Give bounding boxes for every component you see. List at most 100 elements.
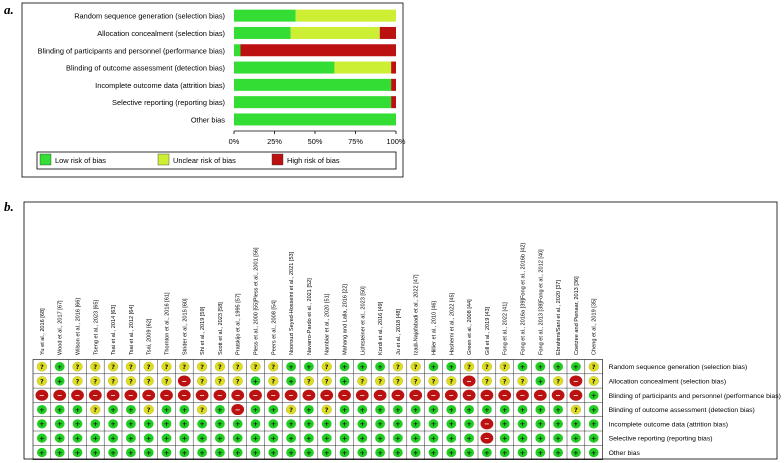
rating-high	[302, 389, 316, 401]
rating-high	[249, 389, 262, 401]
rating-high	[480, 389, 494, 401]
panel-b-label: b.	[4, 199, 14, 214]
rating-high	[177, 375, 191, 387]
rating-symbol: +	[288, 377, 293, 385]
rating-symbol: +	[449, 434, 454, 442]
rating-low	[482, 404, 492, 415]
rating-unclear	[321, 404, 332, 415]
rating-low	[179, 404, 190, 415]
study-label: Nambiar et al., 2020 [51]	[325, 293, 331, 355]
rating-symbol: −	[164, 392, 169, 400]
rating-low	[499, 419, 510, 429]
study-label: Peers et al., 2008 [54]	[271, 300, 277, 355]
rating-symbol: +	[217, 449, 222, 457]
rating-high	[106, 389, 120, 401]
rating-symbol: ?	[182, 363, 186, 371]
rating-low	[125, 433, 136, 443]
rating-symbol: −	[110, 392, 115, 400]
rating-low	[304, 419, 314, 429]
rating-symbol: +	[235, 420, 240, 428]
rating-low	[197, 447, 208, 458]
rating-unclear	[72, 376, 83, 386]
rating-low	[428, 362, 439, 372]
rating-low	[517, 433, 528, 443]
study-labels: Yu et al., 2016 [68] Wood et al., 2017 [6…	[40, 243, 598, 355]
rating-low	[588, 433, 599, 443]
rating-low	[393, 419, 403, 429]
rating-symbol: +	[235, 434, 240, 442]
rating-symbol: +	[146, 449, 151, 457]
rating-low	[108, 419, 118, 429]
rating-high	[142, 389, 156, 401]
rating-high	[266, 389, 280, 401]
rating-low	[161, 447, 172, 458]
rating-unclear	[90, 404, 101, 415]
rating-symbol: +	[128, 406, 133, 414]
rating-symbol: +	[538, 434, 543, 442]
rating-low	[410, 404, 421, 415]
rating-low	[571, 447, 581, 458]
category-label: Incomplete outcome data (attrition bias)	[95, 81, 225, 90]
x-tick-label: 50%	[308, 137, 323, 146]
rating-low	[304, 362, 314, 372]
category-label: Blinding of outcome assessment (detectio…	[66, 64, 225, 73]
rating-low	[588, 419, 599, 429]
rating-unclear	[197, 404, 208, 415]
rating-unclear	[197, 361, 208, 372]
rating-symbol: +	[75, 434, 80, 442]
rating-symbol: ?	[521, 377, 525, 385]
rating-low	[393, 433, 403, 443]
domain-label: Blinding of outcome assessment (detectio…	[609, 407, 755, 414]
rating-unclear	[410, 361, 421, 372]
rating-low	[197, 433, 208, 443]
rating-symbol: +	[110, 434, 115, 442]
rating-low	[286, 376, 296, 386]
rating-unclear	[161, 376, 172, 386]
rating-symbol: +	[431, 406, 436, 414]
domain-label: Random sequence generation (selection bi…	[609, 364, 748, 371]
rating-low	[268, 419, 279, 429]
rating-low	[72, 433, 83, 443]
rating-symbol: −	[128, 392, 133, 400]
study-label: Tsai, 2009 [62]	[147, 318, 153, 355]
rating-symbol: +	[306, 420, 311, 428]
rating-symbol: ?	[200, 377, 204, 385]
rating-unclear	[499, 376, 510, 386]
rating-symbol: +	[288, 449, 293, 457]
rating-low	[321, 419, 332, 429]
bar-segment	[295, 9, 396, 22]
rating-symbol: ?	[218, 363, 222, 371]
rating-symbol: ?	[432, 377, 436, 385]
rating-symbol: +	[360, 363, 365, 371]
rating-symbol: −	[377, 392, 382, 400]
rating-unclear	[588, 361, 599, 372]
rating-low	[304, 404, 314, 415]
rating-symbol: −	[39, 392, 44, 400]
rating-symbol: +	[110, 406, 115, 414]
legend-label: Low risk of bias	[55, 156, 106, 165]
panel-b-frame	[23, 201, 778, 460]
rating-symbol: ?	[147, 363, 151, 371]
rating-symbol: +	[324, 420, 329, 428]
rating-symbol: ?	[396, 377, 400, 385]
rating-symbol: +	[431, 420, 436, 428]
rating-low	[464, 433, 474, 443]
rating-low	[339, 433, 350, 443]
rating-symbol: ?	[93, 377, 97, 385]
rating-symbol: +	[93, 449, 98, 457]
rating-unclear	[125, 361, 136, 372]
bar-segment	[290, 26, 380, 39]
rating-symbol: ?	[165, 377, 169, 385]
rating-symbol: +	[217, 406, 222, 414]
rating-symbol: ?	[325, 406, 329, 414]
study-label: Mahang and Lalla, 2016 [22]	[343, 284, 349, 355]
rating-symbol: ?	[414, 363, 418, 371]
rating-symbol: +	[502, 434, 507, 442]
study-label: Ebrahimi/Sani et al., 2020 [37]	[556, 280, 562, 355]
rating-low	[143, 447, 154, 458]
rating-symbol: +	[538, 363, 543, 371]
bar-segment	[234, 44, 241, 57]
rating-low	[179, 447, 190, 458]
domain-label: Incomplete outcome data (attrition bias)	[609, 421, 728, 428]
rating-symbol: ?	[129, 377, 133, 385]
